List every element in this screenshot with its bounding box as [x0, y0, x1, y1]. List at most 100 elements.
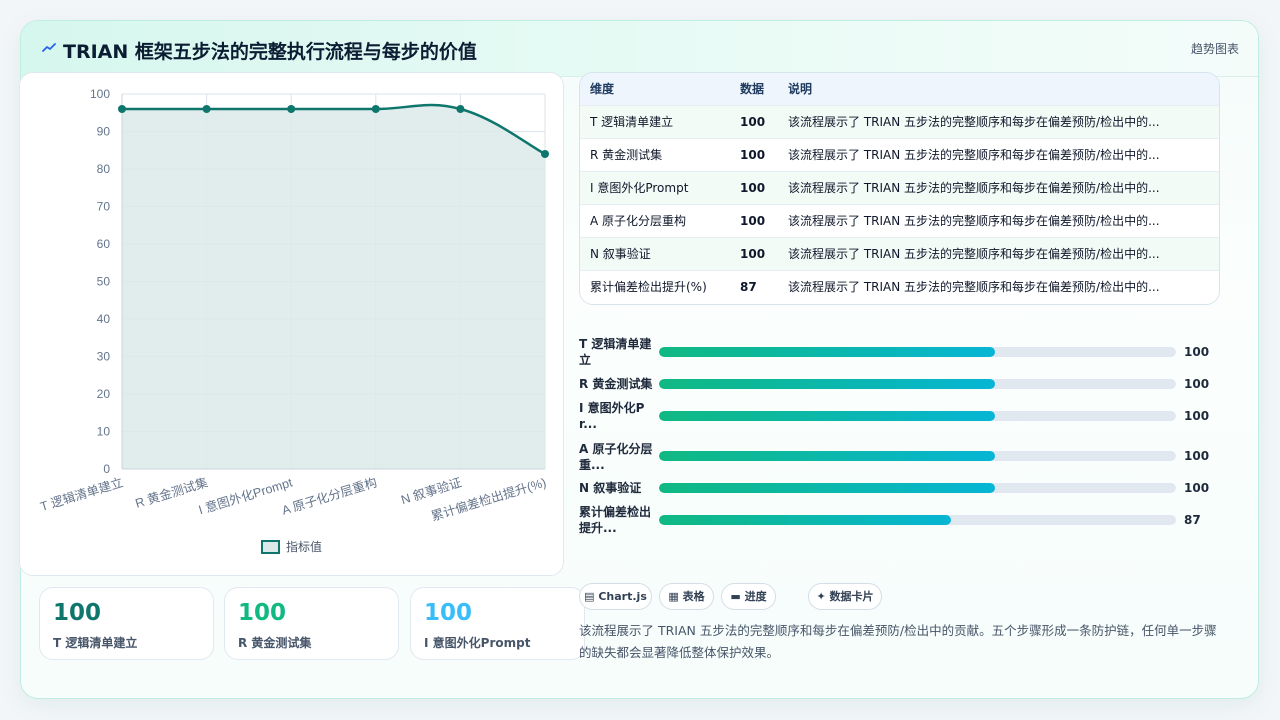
table-cell: I 意图外化Prompt — [590, 181, 689, 195]
data-point — [371, 105, 380, 113]
table-cell: 累计偏差检出提升(%) — [590, 280, 707, 295]
y-tick-label: 50 — [97, 275, 111, 289]
data-point — [456, 105, 465, 113]
progress-value: 100 — [1184, 481, 1210, 495]
table-cell: 该流程展示了 TRIAN 五步法的完整顺序和每步在偏差预防/检出中的... — [788, 214, 1160, 228]
y-tick-label: 20 — [97, 387, 111, 401]
series-line — [122, 103, 546, 156]
progress-track — [659, 411, 1176, 421]
chip-label: 数据卡片 — [829, 590, 874, 603]
kpi-value: 100 — [53, 600, 102, 626]
table-icon: ▦ — [668, 590, 679, 603]
kpi-label: T 逻辑清单建立 — [53, 636, 138, 650]
progress-label: I 意图外化Pr... — [579, 401, 645, 431]
chip-data-card[interactable]: ✦ 数据卡片 — [808, 583, 882, 610]
table-cell: 该流程展示了 TRIAN 五步法的完整顺序和每步在偏差预防/检出中的... — [788, 148, 1160, 162]
table-row: T 逻辑清单建立 100 该流程展示了 TRIAN 五步法的完整顺序和每步在偏差… — [580, 105, 1219, 138]
kpi-card: 100 T 逻辑清单建立 — [39, 587, 214, 660]
data-table: 维度 数据 说明 T 逻辑清单建立 100 该流程展示了 TRIAN 五步法的完… — [579, 72, 1220, 305]
chip-table[interactable]: ▦ 表格 — [659, 583, 714, 610]
progress-value: 87 — [1184, 513, 1201, 527]
progress-value: 100 — [1184, 345, 1210, 359]
table-cell: 100 — [740, 114, 766, 129]
kpi-card: 100 I 意图外化Prompt — [410, 587, 585, 660]
table-row: I 意图外化Prompt 100 该流程展示了 TRIAN 五步法的完整顺序和每… — [580, 171, 1219, 204]
table-cell: T 逻辑清单建立 — [590, 115, 674, 129]
table-cell: 87 — [740, 279, 757, 294]
table-cell: A 原子化分层重构 — [590, 214, 687, 228]
kpi-label: I 意图外化Prompt — [424, 636, 531, 650]
progress-label: N 叙事验证 — [579, 481, 642, 495]
progress-label: T 逻辑清单建立 — [579, 337, 652, 367]
table-cell: 该流程展示了 TRIAN 五步法的完整顺序和每步在偏差预防/检出中的... — [788, 181, 1160, 195]
y-tick-label: 80 — [97, 162, 111, 176]
progress-track — [659, 451, 1176, 461]
kpi-label: R 黄金测试集 — [238, 636, 312, 650]
y-tick-label: 90 — [97, 125, 111, 139]
table-cell: 该流程展示了 TRIAN 五步法的完整顺序和每步在偏差预防/检出中的... — [788, 247, 1160, 261]
area-chart-panel: 0 10 20 30 40 50 60 70 80 90 100 T 逻辑清单建立 R 黄金测试集 I 意… — [19, 72, 564, 576]
progress-fill — [659, 483, 996, 493]
progress-fill — [659, 347, 996, 357]
chart-icon: ▤ — [584, 590, 595, 603]
progress-label: 累计偏差检出提升... — [579, 505, 652, 535]
table-row: N 叙事验证 100 该流程展示了 TRIAN 五步法的完整顺序和每步在偏差预防… — [580, 237, 1219, 270]
table-cell: 100 — [740, 147, 766, 162]
y-tick-label: 100 — [90, 87, 110, 101]
x-tick-label: I 意图外化Prompt — [197, 474, 295, 517]
trend-line-icon — [42, 43, 56, 52]
progress-fill — [659, 411, 996, 421]
table-cell: 100 — [740, 246, 766, 261]
chip-progress[interactable]: ▬ 进度 — [721, 583, 776, 610]
progress-fill — [659, 451, 996, 461]
progress-label: A 原子化分层重... — [579, 442, 653, 472]
progress-track — [659, 515, 1176, 525]
x-tick-label: A 原子化分层重构 — [280, 475, 379, 518]
progress-track — [659, 347, 1176, 357]
progress-label: R 黄金测试集 — [579, 377, 653, 391]
chip-chartjs[interactable]: ▤ Chart.js — [579, 583, 652, 610]
progress-fill — [659, 379, 996, 389]
y-tick-label: 70 — [97, 200, 111, 214]
legend-swatch — [261, 540, 280, 554]
progress-value: 100 — [1184, 377, 1210, 391]
y-tick-label: 30 — [97, 350, 111, 364]
data-point — [202, 105, 211, 113]
table-cell: 100 — [740, 213, 766, 228]
progress-value: 100 — [1184, 409, 1210, 423]
column-header-dimension: 维度 — [590, 82, 615, 97]
table-cell: N 叙事验证 — [590, 247, 651, 261]
kpi-value: 100 — [424, 600, 473, 626]
y-tick-label: 10 — [97, 425, 111, 439]
y-tick-label: 40 — [97, 312, 111, 326]
legend-label: 指标值 — [286, 539, 322, 554]
table-cell: 100 — [740, 180, 766, 195]
progress-fill — [659, 515, 952, 525]
table-row: A 原子化分层重构 100 该流程展示了 TRIAN 五步法的完整顺序和每步在偏… — [580, 204, 1219, 237]
table-row: 累计偏差检出提升(%) 87 该流程展示了 TRIAN 五步法的完整顺序和每步在… — [580, 270, 1219, 303]
data-point — [541, 150, 549, 158]
progress-icon: ▬ — [730, 590, 741, 603]
chip-label: 表格 — [682, 590, 705, 603]
table-cell: 该流程展示了 TRIAN 五步法的完整顺序和每步在偏差预防/检出中的... — [788, 280, 1160, 295]
page-title: TRIAN 框架五步法的完整执行流程与每步的价值 — [63, 41, 477, 63]
x-tick-label: T 逻辑清单建立 — [38, 475, 125, 514]
kpi-card: 100 R 黄金测试集 — [224, 587, 399, 660]
table-row: R 黄金测试集 100 该流程展示了 TRIAN 五步法的完整顺序和每步在偏差预… — [580, 138, 1219, 171]
series-area — [122, 105, 545, 469]
description: 该流程展示了 TRIAN 五步法的完整顺序和每步在偏差预防/检出中的贡献。五个步… — [579, 623, 1217, 660]
progress-value: 100 — [1184, 449, 1210, 463]
progress-track — [659, 379, 1176, 389]
progress-track — [659, 483, 1176, 493]
column-header-note: 说明 — [788, 82, 813, 97]
data-point — [287, 105, 296, 113]
y-tick-label: 0 — [103, 462, 110, 476]
data-point — [118, 105, 126, 113]
card-icon: ✦ — [816, 590, 826, 603]
header: TRIAN 框架五步法的完整执行流程与每步的价值 趋势图表 — [21, 21, 1258, 77]
column-header-value: 数据 — [740, 82, 765, 97]
chip-label: Chart.js — [598, 590, 647, 603]
progress-list: T 逻辑清单建立 100 R 黄金测试集 100 I 意图外化Pr... 100… — [579, 316, 1220, 535]
table-cell: R 黄金测试集 — [590, 148, 663, 162]
